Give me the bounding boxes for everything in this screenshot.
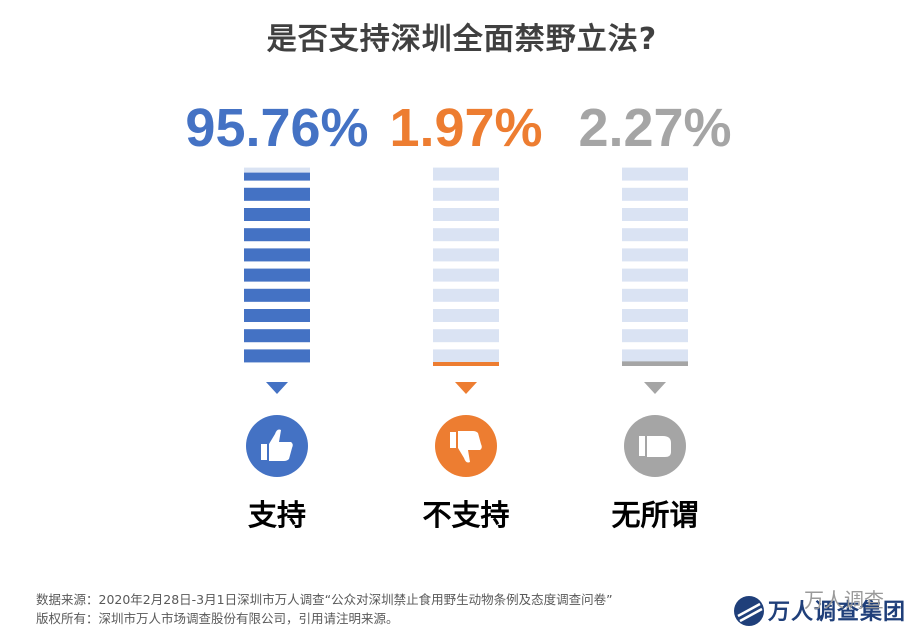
category-label: 支持	[248, 498, 306, 532]
thumbs-down-icon	[450, 431, 482, 463]
bar-stripe-empty	[622, 208, 688, 221]
bar-stripe-filled	[244, 309, 310, 322]
bar-stripe-empty	[622, 288, 688, 302]
bar-stripe-empty	[433, 187, 499, 201]
bar-stripe-empty	[433, 248, 499, 262]
bar-3	[622, 361, 688, 363]
bar-stripe-empty	[433, 329, 499, 343]
value-label: 2.27%	[578, 98, 731, 158]
copyright-note: 版权所有：深圳市万人市场调查股份有限公司，引用请注明来源。	[36, 611, 399, 626]
bar-stripe-empty	[433, 268, 499, 282]
bar-fill-level	[433, 362, 499, 366]
bar-stripe-filled	[244, 187, 310, 201]
bar-1	[244, 172, 310, 363]
pointer-triangle-icon	[455, 382, 477, 394]
pointer-triangle-icon	[644, 382, 666, 394]
bar-stripe-empty	[622, 349, 688, 363]
logo-name: 万人调查集团	[768, 600, 907, 625]
logo-watermark: 万人调查	[804, 588, 884, 612]
bar-stripe-empty	[433, 309, 499, 322]
bar-stripe-empty	[622, 167, 688, 181]
category-label: 不支持	[422, 498, 509, 532]
bar-stripe-empty	[622, 309, 688, 322]
value-label: 95.76%	[185, 98, 368, 158]
thumbs-up-icon	[261, 429, 293, 461]
bar-stripe-empty	[433, 208, 499, 221]
bar-stripe-filled	[244, 248, 310, 262]
bar-stripe-empty	[622, 329, 688, 343]
bar-stripe-empty	[433, 288, 499, 302]
chart-title: 是否支持深圳全面禁野立法?	[266, 22, 658, 57]
bar-stripe-filled	[244, 268, 310, 282]
bar-stripe-empty	[622, 248, 688, 262]
brand-logo: 万人调查集团 万人调查	[732, 588, 917, 632]
thumb-sideways-icon	[639, 436, 671, 457]
bar-stripe-filled	[244, 228, 310, 242]
footer: 数据来源：2020年2月28日-3月1日深圳市万人调查“公众对深圳禁止食用野生动…	[36, 590, 613, 628]
bar-stripe-filled	[244, 208, 310, 221]
bar-stripe-filled	[244, 349, 310, 363]
chart: 95.76% 支持 1.97% 不支持 2.27% 无所谓	[185, 98, 731, 532]
category-label: 无所谓	[611, 498, 698, 532]
bar-fill-level	[622, 362, 688, 366]
bar-stripe-empty	[433, 228, 499, 242]
bar-stripe-filled	[244, 172, 310, 181]
value-label: 1.97%	[389, 98, 542, 158]
bar-stripe-empty	[622, 268, 688, 282]
bar-stripe-filled	[244, 288, 310, 302]
bar-stripe-empty	[433, 167, 499, 181]
bar-stripe-empty	[622, 228, 688, 242]
bar-stripe-empty	[433, 349, 499, 363]
data-source-note: 数据来源：2020年2月28日-3月1日深圳市万人调查“公众对深圳禁止食用野生动…	[36, 592, 613, 607]
pointer-triangle-icon	[266, 382, 288, 394]
logo-mark-icon	[734, 596, 764, 626]
bar-stripe-filled	[244, 329, 310, 343]
bar-stripe-filled	[622, 361, 688, 363]
bar-stripe-empty	[622, 187, 688, 201]
